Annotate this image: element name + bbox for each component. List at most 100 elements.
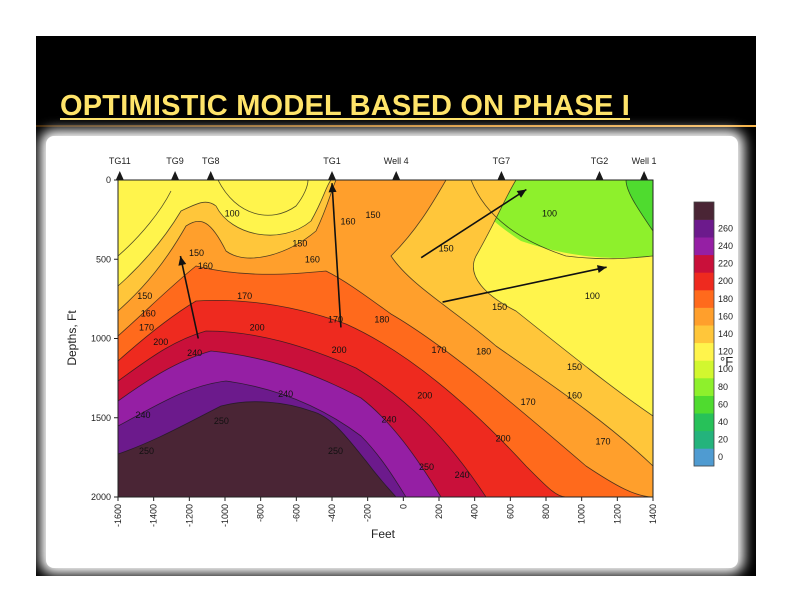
contour-label: 200 xyxy=(332,345,347,355)
colorbar-tick-label: 260 xyxy=(718,223,733,233)
y-tick-label: 1500 xyxy=(91,413,111,423)
colorbar-tick-label: 40 xyxy=(718,417,728,427)
arrow-shaft xyxy=(420,188,527,259)
colorbar-swatch xyxy=(694,342,714,361)
colorbar-tick-label: 240 xyxy=(718,241,733,251)
contour-label: 240 xyxy=(278,389,293,399)
x-axis: -1600 -1400 -1200 -1000 -800 -600 -400 -200 0 200… xyxy=(113,497,658,527)
contour-label: 200 xyxy=(250,323,265,333)
contour-label: 160 xyxy=(305,254,320,264)
isotherm-line xyxy=(118,350,442,497)
isotherm-line xyxy=(473,180,653,417)
colorbar-tick-label: 200 xyxy=(718,276,733,286)
arrow-head xyxy=(596,265,607,273)
contour-label: 170 xyxy=(139,323,154,333)
arrow-shaft xyxy=(442,266,607,303)
colorbar-tick-label: 220 xyxy=(718,259,733,269)
x-tick-label: 1200 xyxy=(612,504,622,524)
colorbar-tick-label: 120 xyxy=(718,347,733,357)
arrow-head xyxy=(328,183,337,193)
zone-dark-maroon xyxy=(118,401,396,497)
arrow-shaft xyxy=(331,183,342,328)
isotherm-line xyxy=(118,330,487,497)
contour-label: 160 xyxy=(198,261,213,271)
contour-label: 240 xyxy=(455,470,470,480)
isotherm-line xyxy=(118,299,567,497)
contour-label: 250 xyxy=(328,446,343,456)
well-markers: TG11 TG9 TG8 TG1 Well 4 TG7 TG2 Well 1 xyxy=(109,156,657,180)
isotherm-line xyxy=(118,190,172,257)
contour-label: 170 xyxy=(237,291,252,301)
contour-label: 150 xyxy=(492,302,507,312)
colorbar-swatch xyxy=(694,325,714,344)
well-marker xyxy=(206,171,215,180)
x-tick-label: -1400 xyxy=(149,504,159,527)
arrow-head xyxy=(516,189,527,198)
well-label: TG9 xyxy=(166,156,184,166)
figure-panel: 100 100 100 150 160 150 160 160 150 150 150 150 160 1… xyxy=(46,136,738,568)
plot-area: 100 100 100 150 160 150 160 160 150 150 150 150 160 1… xyxy=(117,179,654,498)
contour-label: 170 xyxy=(596,437,611,447)
well-marker xyxy=(115,171,124,180)
x-tick-label: -200 xyxy=(363,504,373,522)
contour-label: 240 xyxy=(135,410,150,420)
contour-label: 250 xyxy=(214,416,229,426)
contour-label: 250 xyxy=(139,446,154,456)
contour-label: 150 xyxy=(137,291,152,301)
x-tick-label: 600 xyxy=(505,504,515,519)
title-underline-rule xyxy=(36,125,756,127)
x-tick-label: 400 xyxy=(470,504,480,519)
isotherm-line xyxy=(390,180,653,467)
colorbar-swatch xyxy=(694,413,714,432)
contour-label: 100 xyxy=(542,208,557,218)
contour-label: 250 xyxy=(419,462,434,472)
contour-label: 150 xyxy=(439,243,454,253)
contour-label: 170 xyxy=(521,397,536,407)
x-tick-label: 200 xyxy=(434,504,444,519)
contour-label: 150 xyxy=(292,239,307,249)
colorbar-swatch xyxy=(694,254,714,273)
slide: OPTIMISTIC MODEL BASED ON PHASE I xyxy=(36,36,756,576)
y-tick-label: 500 xyxy=(96,254,111,264)
contour-label: 150 xyxy=(567,362,582,372)
contour-label: 240 xyxy=(187,348,202,358)
colorbar-tick-label: 60 xyxy=(718,399,728,409)
colorbar: 0 20 40 60 80 100 120 140 160 180 200 220 240 260 xyxy=(693,201,733,467)
isotherm-line xyxy=(118,180,337,312)
contour-label: 240 xyxy=(382,415,397,425)
arrow-shaft xyxy=(179,255,200,339)
well-marker xyxy=(640,171,649,180)
contour-label: 170 xyxy=(328,315,343,325)
interpretation-arrow xyxy=(420,188,527,259)
contour-label: 150 xyxy=(189,248,204,258)
zone-green xyxy=(118,180,653,258)
x-tick-label: -1600 xyxy=(113,504,123,527)
colorbar-swatch xyxy=(694,448,714,467)
contour-label: 180 xyxy=(374,315,389,325)
colorbar-swatch xyxy=(694,290,714,308)
contour-label: 200 xyxy=(496,434,511,444)
contour-label: 160 xyxy=(141,308,156,318)
isotherm-line xyxy=(118,265,653,497)
contour-label: 160 xyxy=(567,391,582,401)
colorbar-frame xyxy=(693,201,715,467)
contour-label: 100 xyxy=(225,208,240,218)
arrow-head xyxy=(178,256,187,266)
isotherm-line xyxy=(118,401,397,497)
well-marker xyxy=(392,171,401,180)
contour-label: 170 xyxy=(431,345,446,355)
well-marker xyxy=(328,171,336,180)
y-tick-label: 2000 xyxy=(91,492,111,502)
colorbar-swatch xyxy=(694,202,714,220)
interpretation-arrows xyxy=(178,183,607,339)
isotherm-line xyxy=(118,180,332,287)
isotherm-line xyxy=(470,180,653,260)
colorbar-tick-label: 0 xyxy=(718,452,723,462)
temperature-fill xyxy=(118,180,653,497)
contour-label: 160 xyxy=(341,216,356,226)
well-label: TG11 xyxy=(109,156,131,166)
well-label: TG8 xyxy=(202,156,220,166)
x-tick-label: 800 xyxy=(541,504,551,519)
y-axis: 0 500 1000 1500 2000 xyxy=(91,175,118,502)
colorbar-tick-label: 20 xyxy=(718,435,728,445)
